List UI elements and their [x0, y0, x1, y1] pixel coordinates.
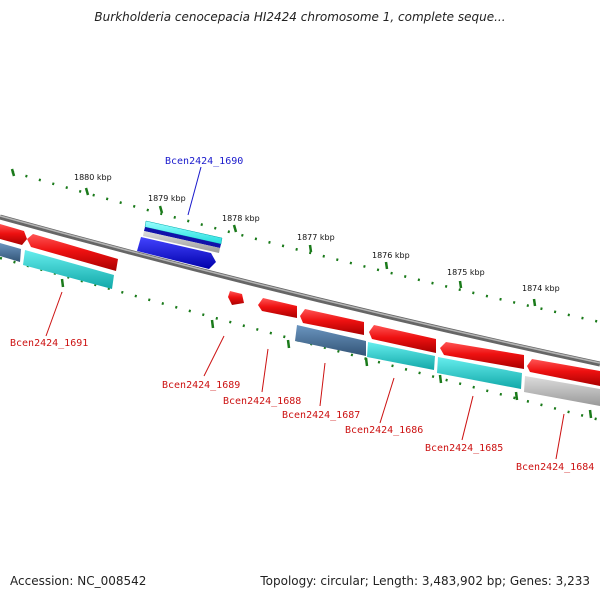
- major-tick: [438, 374, 443, 384]
- major-tick: [458, 280, 463, 289]
- gene-box[interactable]: [295, 325, 366, 356]
- gene-bcen2424-1690[interactable]: [137, 220, 223, 269]
- gene-label-1685[interactable]: Bcen2424_1685: [425, 443, 503, 454]
- scale-label: 1878 kbp: [222, 214, 260, 223]
- major-tick: [158, 205, 164, 214]
- scale-label: 1877 kbp: [297, 233, 335, 242]
- inner-scale: [0, 256, 600, 422]
- major-tick: [532, 298, 537, 307]
- reverse-genes: [0, 243, 600, 406]
- gene-arrow[interactable]: [300, 309, 364, 335]
- scale-label: 1880 kbp: [74, 173, 112, 182]
- gene-box[interactable]: [437, 357, 522, 389]
- major-tick: [84, 187, 90, 196]
- gene-box[interactable]: [23, 250, 114, 289]
- scale-label: 1876 kbp: [372, 251, 410, 260]
- leader-line-1690: [187, 166, 202, 216]
- scale-labels: 1880 kbp 1879 kbp 1878 kbp 1877 kbp 1876…: [74, 173, 560, 293]
- gene-box[interactable]: [367, 342, 435, 370]
- scale-label: 1874 kbp: [522, 284, 560, 293]
- gene-label-1688[interactable]: Bcen2424_1688: [223, 396, 301, 407]
- scale-label: 1875 kbp: [447, 268, 485, 277]
- major-tick: [210, 319, 215, 329]
- gene-box[interactable]: [524, 376, 600, 406]
- accession-label: Accession: NC_008542: [10, 574, 147, 588]
- major-tick: [588, 409, 593, 419]
- gene-label-1684[interactable]: Bcen2424_1684: [516, 462, 594, 473]
- topology-label: Topology: circular; Length: 3,483,902 bp…: [260, 574, 590, 588]
- gene-label-1689[interactable]: Bcen2424_1689: [162, 380, 240, 391]
- major-tick: [364, 357, 369, 367]
- leader-line-1689: [203, 335, 225, 377]
- gene-arrow[interactable]: [527, 359, 600, 386]
- gene-label-1690[interactable]: Bcen2424_1690: [165, 156, 243, 167]
- gene-label-1691[interactable]: Bcen2424_1691: [10, 338, 88, 349]
- leader-line-1688: [261, 348, 269, 393]
- major-tick: [514, 391, 519, 401]
- leader-line-1691: [45, 291, 63, 337]
- major-tick: [286, 339, 291, 349]
- gene-box[interactable]: [0, 243, 21, 262]
- major-tick: [308, 244, 313, 253]
- forward-genes: [0, 224, 600, 386]
- leader-line-1685: [461, 395, 474, 441]
- gene-arrow[interactable]: [27, 234, 118, 271]
- major-tick: [60, 278, 65, 288]
- gene-label-1686[interactable]: Bcen2424_1686: [345, 425, 423, 436]
- gene-arrow[interactable]: [440, 342, 524, 369]
- major-tick: [384, 261, 389, 270]
- gene-arrow[interactable]: [258, 298, 297, 318]
- leader-line-1687: [319, 362, 326, 407]
- leader-line-1686: [379, 377, 395, 424]
- chromosome-backbone: [0, 214, 600, 367]
- gene-labels: Bcen2424_1690 Bcen2424_1691 Bcen2424_168…: [10, 156, 594, 473]
- label-leaders: [45, 166, 565, 460]
- outer-scale: [10, 168, 600, 324]
- major-tick: [232, 224, 238, 233]
- leader-line-1684: [555, 413, 565, 460]
- scale-label: 1879 kbp: [148, 194, 186, 203]
- gene-arrow[interactable]: [0, 224, 27, 245]
- major-tick: [10, 168, 16, 177]
- map-title: Burkholderia cenocepacia HI2424 chromoso…: [94, 10, 506, 24]
- gene-arrow[interactable]: [228, 291, 244, 305]
- gene-arrow[interactable]: [369, 325, 436, 353]
- gene-label-1687[interactable]: Bcen2424_1687: [282, 410, 360, 421]
